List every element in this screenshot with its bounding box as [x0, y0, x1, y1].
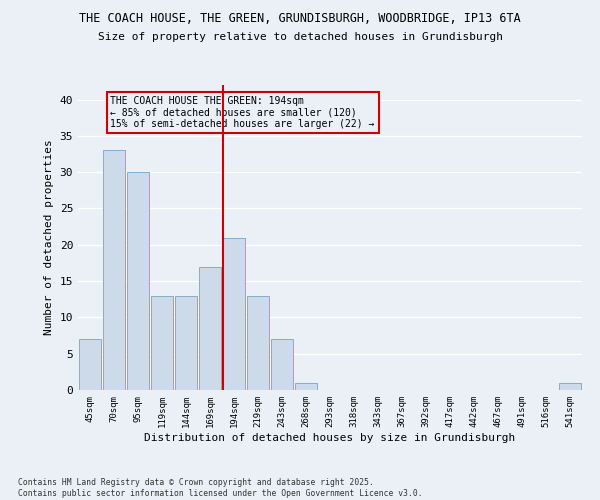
Text: THE COACH HOUSE, THE GREEN, GRUNDISBURGH, WOODBRIDGE, IP13 6TA: THE COACH HOUSE, THE GREEN, GRUNDISBURGH… [79, 12, 521, 26]
Bar [295, 382, 317, 390]
Bar [103, 150, 125, 390]
Bar [199, 266, 221, 390]
Bar [175, 296, 197, 390]
Bar [271, 339, 293, 390]
Text: Contains HM Land Registry data © Crown copyright and database right 2025.
Contai: Contains HM Land Registry data © Crown c… [18, 478, 422, 498]
Bar [79, 339, 101, 390]
Bar [223, 238, 245, 390]
Text: Size of property relative to detached houses in Grundisburgh: Size of property relative to detached ho… [97, 32, 503, 42]
Bar [559, 382, 581, 390]
Bar [247, 296, 269, 390]
X-axis label: Distribution of detached houses by size in Grundisburgh: Distribution of detached houses by size … [145, 432, 515, 442]
Text: THE COACH HOUSE THE GREEN: 194sqm
← 85% of detached houses are smaller (120)
15%: THE COACH HOUSE THE GREEN: 194sqm ← 85% … [110, 96, 375, 129]
Bar [151, 296, 173, 390]
Bar [127, 172, 149, 390]
Y-axis label: Number of detached properties: Number of detached properties [44, 140, 54, 336]
